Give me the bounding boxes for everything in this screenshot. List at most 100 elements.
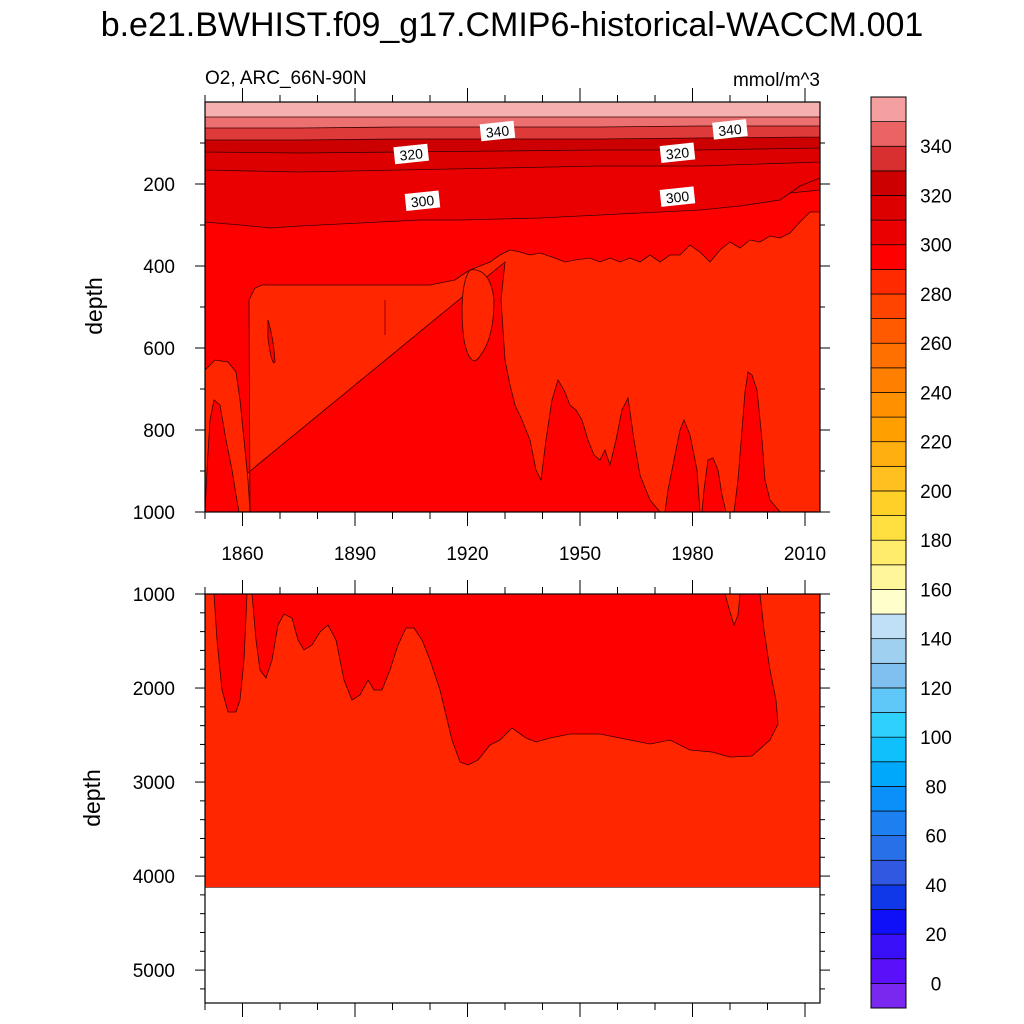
colorbar-label: 40 [925,876,946,897]
colorbar-swatch [870,367,907,393]
colorbar-swatch [870,613,907,640]
upper-fill-290-blob [461,269,495,362]
upper-ytick-label: 600 [143,339,175,360]
colorbar-swatch [870,687,907,713]
colorbar-swatch [870,933,907,960]
lower-panel-ylabel: depth [79,769,105,827]
contour-label-box [393,143,429,165]
colorbar-swatch [870,342,907,369]
colorbar-swatch [870,465,907,492]
colorbar-label: 80 [925,777,946,798]
colorbar-swatch [870,736,907,763]
contour-label-300-4: 300 [404,190,441,211]
upper-fill-360 [204,101,821,118]
colorbar-swatch [870,515,907,541]
upper-xtick-label: 1890 [334,544,376,565]
colorbar-swatch [870,983,907,1009]
colorbar-label: 120 [920,679,952,700]
contour-label-text: 300 [665,188,690,206]
contour-label-box [404,190,441,211]
upper-fill-300-blob [267,319,276,364]
upper-ytick-label: 1000 [133,503,175,524]
contour-label-text: 320 [399,145,424,163]
colorbar-label: 0 [931,974,942,995]
lower-ytick-label: 2000 [133,679,175,700]
colorbar-label: 200 [920,482,952,503]
colorbar-label: 160 [920,580,952,601]
colorbar-swatch [870,761,907,787]
lower-panel: 1000 2000 3000 4000 5000 [133,580,830,1017]
chart-units: mmol/m^3 [733,70,820,91]
colorbar-label: 320 [920,186,952,207]
colorbar: 3403203002802602402202001801601401201008… [870,96,952,1009]
colorbar-label: 340 [920,137,952,158]
contour-label-340-0: 340 [479,120,516,142]
colorbar-swatch [870,958,907,984]
colorbar-swatch [870,589,907,615]
upper-xtick-label: 2010 [784,544,826,565]
upper-ytick-label: 200 [143,175,175,196]
upper-xtick-label: 1920 [446,544,488,565]
colorbar-swatch [870,441,907,467]
colorbar-swatch [870,121,907,147]
colorbar-label: 60 [925,827,946,848]
colorbar-swatch [870,539,907,566]
colorbar-swatch [870,244,907,270]
colorbar-swatch [870,490,907,516]
colorbar-label: 20 [925,925,946,946]
colorbar-label: 220 [920,433,952,454]
colorbar-label: 100 [920,728,952,749]
chart-title: b.e21.BWHIST.f09_g17.CMIP6-historical-WA… [101,6,924,44]
upper-ytick-label: 800 [143,421,175,442]
colorbar-label: 140 [920,630,952,651]
colorbar-swatch [870,712,907,738]
colorbar-swatch [870,662,907,689]
upper-xtick-label: 1860 [221,544,263,565]
colorbar-swatch [870,786,907,812]
colorbar-swatch [870,219,907,246]
colorbar-swatch [870,293,907,319]
colorbar-label: 280 [920,285,952,306]
upper-xtick-label: 1980 [671,544,713,565]
colorbar-swatch [870,96,907,122]
colorbar-swatch [870,145,907,172]
lower-panel-frame [204,593,821,1004]
contour-label-box [659,142,696,163]
colorbar-swatch [870,416,907,443]
lower-fill-300 [213,593,779,766]
colorbar-label: 240 [920,383,952,404]
contour-label-320-2: 320 [393,143,429,165]
colorbar-swatch [870,835,907,861]
colorbar-frame [870,96,907,1009]
colorbar-label: 260 [920,334,952,355]
contour-label-box [712,119,748,140]
upper-panel: 340 340 320 320 300 300 200 400 600 800 1000 1860 18… [133,88,830,565]
colorbar-label: 300 [920,236,952,257]
colorbar-swatch [870,564,907,590]
colorbar-swatch [870,195,907,221]
lower-ytick-label: 3000 [133,773,175,794]
colorbar-swatch [870,392,907,418]
chart-subtitle-left: O2, ARC_66N-90N [205,68,367,89]
colorbar-swatch [870,638,907,664]
colorbar-swatch [870,859,907,886]
contour-label-300-5: 300 [659,186,696,207]
colorbar-label: 180 [920,531,952,552]
contour-label-340-1: 340 [712,119,748,140]
contour-label-box [479,120,516,142]
lower-ytick-label: 4000 [133,867,175,888]
colorbar-swatch [870,318,907,344]
upper-fill-300-left [204,399,240,513]
contour-label-box [659,186,696,207]
colorbar-swatch [870,884,907,910]
lower-ytick-label: 5000 [133,961,175,982]
contour-label-text: 300 [410,192,435,210]
colorbar-swatch [870,909,907,935]
contour-label-text: 320 [665,144,690,162]
contour-label-320-3: 320 [659,142,696,163]
colorbar-swatch [870,170,907,196]
lower-ytick-label: 1000 [133,585,175,606]
contour-label-text: 340 [718,121,743,139]
contour-label-text: 340 [485,122,510,140]
